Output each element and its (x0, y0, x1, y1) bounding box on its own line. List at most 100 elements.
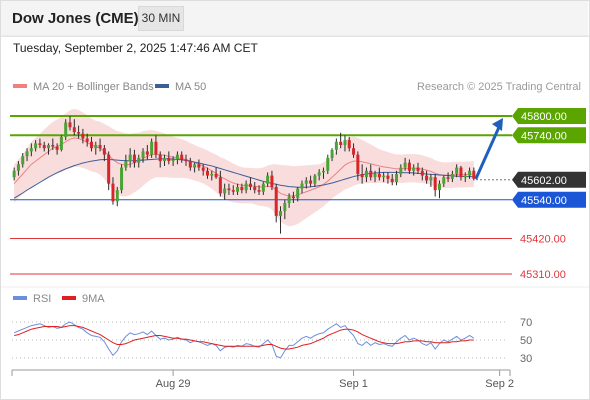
current-price-tag (512, 171, 586, 188)
bollinger-band (14, 108, 474, 227)
timeframe-button[interactable]: 30 MIN (138, 6, 184, 31)
bearish-candle (248, 183, 252, 187)
bearish-candle (51, 144, 55, 147)
bullish-candle (128, 154, 132, 162)
chart-header: Dow Jones (CME) 30 MIN (0, 0, 588, 37)
bullish-candle (29, 148, 33, 152)
bullish-candle (16, 164, 20, 171)
ma50-line (13, 158, 474, 199)
bearish-candle (459, 167, 463, 178)
bullish-candle (463, 175, 467, 178)
bearish-candle (257, 190, 261, 192)
bullish-candle (412, 167, 416, 171)
bullish-candle (287, 196, 291, 204)
bearish-candle (339, 141, 343, 145)
bearish-candle (231, 190, 235, 192)
time-tick-label: Sep 2 (485, 378, 514, 390)
bullish-candle (34, 143, 38, 149)
bearish-candle (433, 177, 437, 191)
bullish-candle (175, 154, 179, 160)
bearish-candle (38, 143, 42, 145)
bullish-candle (442, 177, 446, 184)
bearish-candle (201, 167, 205, 171)
rsi-tick-label: 50 (520, 335, 532, 347)
bearish-candle (81, 133, 85, 139)
bearish-candle (446, 177, 450, 179)
ma20-legend-label: MA 20 + Bollinger Bands (33, 81, 154, 93)
bearish-candle (77, 132, 81, 134)
bearish-candle (205, 170, 209, 176)
bearish-candle (72, 127, 76, 133)
bearish-candle (218, 177, 222, 194)
bullish-candle (223, 188, 227, 194)
bearish-candle (390, 178, 394, 183)
bearish-candle (184, 159, 188, 162)
ma50-legend-swatch (155, 84, 169, 88)
bearish-candle (420, 170, 424, 176)
bearish-candle (197, 164, 201, 168)
bearish-candle (472, 170, 476, 179)
bearish-candle (309, 180, 313, 184)
bullish-candle (334, 141, 338, 150)
bearish-candle (188, 161, 192, 168)
bullish-candle (266, 175, 270, 184)
bullish-candle (468, 170, 472, 176)
bearish-candle (180, 154, 184, 160)
bullish-candle (137, 157, 141, 163)
research-credit: Research © 2025 Trading Central (417, 81, 581, 93)
bullish-candle (437, 183, 441, 191)
bullish-candle (171, 159, 175, 162)
bearish-candle (386, 175, 390, 179)
bearish-candle (98, 144, 102, 149)
bearish-candle (132, 154, 136, 163)
bearish-candle (240, 186, 244, 191)
time-tick-label: Sep 1 (339, 378, 368, 390)
bearish-candle (253, 186, 257, 191)
support-label: 45420.00 (520, 233, 566, 245)
resistance-label: 45800.00 (521, 111, 567, 123)
bullish-candle (193, 164, 197, 168)
bearish-candle (377, 173, 381, 178)
bullish-candle (150, 141, 154, 155)
bearish-candle (356, 154, 360, 174)
bullish-candle (313, 175, 317, 184)
rsi-ma-line (14, 325, 474, 350)
bearish-candle (369, 170, 373, 178)
support-label: 45310.00 (520, 269, 566, 281)
bullish-candle (115, 190, 119, 202)
forecast-arrow (474, 124, 502, 180)
bearish-candle (347, 140, 351, 149)
bullish-candle (304, 180, 308, 184)
bullish-candle (163, 157, 167, 162)
bullish-candle (279, 211, 283, 216)
bullish-candle (124, 161, 128, 168)
bearish-candle (270, 175, 274, 187)
pivot-tag (512, 191, 586, 208)
bullish-candle (373, 173, 377, 178)
bullish-candle (141, 151, 145, 158)
bearish-candle (102, 148, 106, 155)
bearish-candle (416, 167, 420, 171)
bearish-candle (154, 141, 158, 155)
bullish-candle (236, 186, 240, 192)
bullish-candle (94, 144, 98, 149)
bearish-candle (227, 188, 231, 191)
bullish-candle (399, 167, 403, 174)
bullish-candle (455, 167, 459, 174)
bullish-candle (300, 183, 304, 189)
resistance-tag (512, 107, 586, 124)
resistance-label: 45740.00 (521, 130, 567, 142)
bearish-candle (55, 146, 59, 150)
instrument-title: Dow Jones (CME) (12, 10, 139, 27)
bullish-candle (261, 183, 265, 192)
bearish-candle (68, 122, 72, 128)
bearish-candle (214, 173, 218, 178)
bullish-candle (321, 170, 325, 173)
bullish-candle (12, 170, 16, 178)
bearish-candle (107, 154, 111, 184)
bearish-candle (158, 154, 162, 162)
bearish-candle (291, 196, 295, 199)
bullish-candle (450, 173, 454, 179)
rsi-legend-label: RSI (33, 293, 51, 305)
bullish-candle (330, 149, 334, 158)
